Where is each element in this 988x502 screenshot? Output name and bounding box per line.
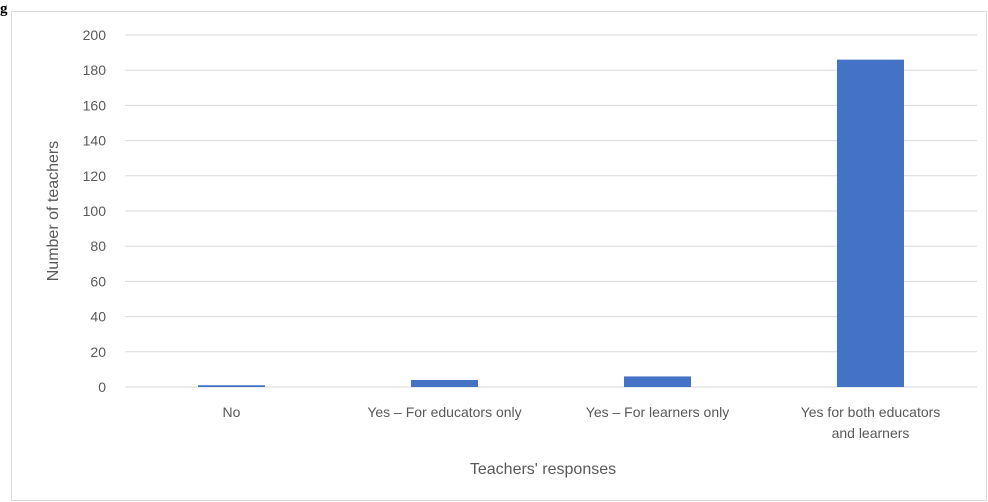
y-tick-label: 180 — [83, 62, 107, 78]
x-tick-label: No — [223, 404, 241, 420]
y-tick-label: 120 — [83, 168, 107, 184]
figure-caption-fragment: g — [0, 1, 8, 17]
gridlines — [125, 34, 977, 388]
x-tick-label: Yes for both educators and learners — [801, 404, 941, 441]
y-tick-label: 140 — [83, 133, 107, 149]
y-axis-ticks: 0 20 40 60 80 100 120 140 160 180 200 — [83, 27, 107, 395]
x-axis-title: Teachers' responses — [470, 461, 616, 478]
y-tick-label: 200 — [83, 27, 107, 43]
y-tick-label: 40 — [90, 309, 106, 325]
chart-frame — [11, 11, 987, 501]
y-tick-label: 60 — [90, 273, 106, 289]
y-axis-title: Number of teachers — [45, 141, 62, 282]
y-tick-label: 20 — [90, 344, 106, 360]
bar-1 — [198, 385, 265, 387]
y-tick-label: 100 — [83, 203, 107, 219]
y-tick-label: 0 — [98, 379, 106, 395]
bars — [198, 59, 904, 387]
bar-3 — [624, 376, 691, 387]
x-axis-ticks: No Yes – For educators only Yes – For lear… — [223, 404, 941, 441]
y-tick-label: 80 — [90, 238, 106, 254]
bar-2 — [411, 379, 478, 387]
x-tick-label: Yes – For educators only — [367, 404, 521, 420]
bar-4 — [837, 59, 904, 387]
x-tick-label: Yes – For learners only — [586, 404, 729, 420]
y-tick-label: 160 — [83, 97, 107, 113]
